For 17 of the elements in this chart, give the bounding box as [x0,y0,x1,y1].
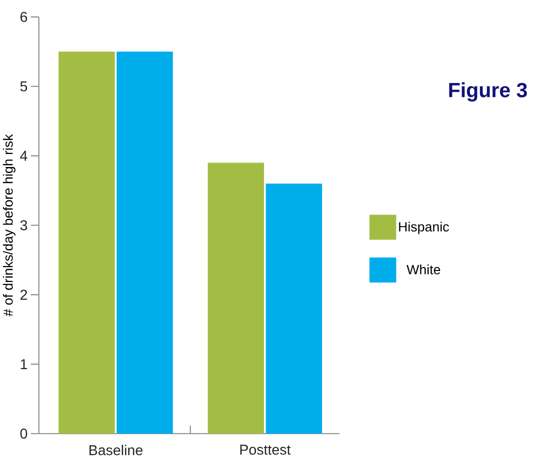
legend-label: Hispanic [399,222,449,234]
x-tick-label: Posttest [240,444,291,455]
x-tick-label: Baseline [90,444,142,456]
y-tick-label: 0 [20,428,28,439]
legend-label: White [406,264,440,274]
bar [116,52,173,434]
y-tick-label: 1 [20,359,28,369]
y-tick-label: 5 [20,81,28,92]
bar [266,184,322,434]
y-tick-label: 3 [20,220,28,230]
y-tick-label: 6 [20,12,28,22]
bar [208,162,264,434]
bar [58,52,115,434]
y-tick-label: 2 [20,290,27,300]
y-axis-title: # of drinks/day before high risk [2,134,16,316]
text: Figure 3 [449,82,527,102]
y-tick-label: 4 [20,150,28,161]
